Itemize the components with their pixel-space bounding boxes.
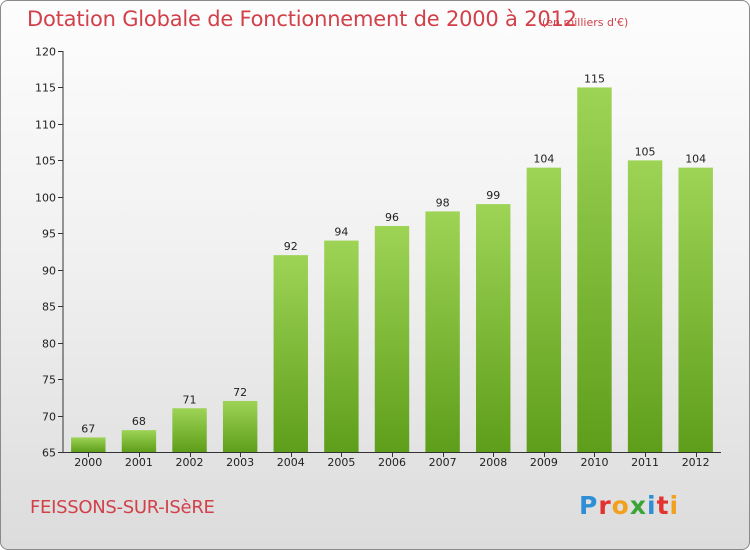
value-label-2001: 68	[132, 415, 146, 428]
y-tick-label: 80	[42, 338, 56, 351]
y-tick-label: 95	[42, 228, 56, 241]
bar-2001	[121, 430, 157, 452]
x-tick-label-2011: 2011	[631, 456, 659, 469]
y-tick-label: 100	[35, 192, 56, 205]
x-tick-label-2004: 2004	[277, 456, 305, 469]
logo-letter: P	[579, 491, 599, 520]
y-tick-label: 90	[42, 265, 56, 278]
value-label-2007: 98	[436, 196, 450, 209]
bar-2012	[678, 167, 713, 452]
y-tick-label: 70	[42, 411, 56, 424]
chart-unit: (en milliers d'€)	[542, 16, 629, 29]
value-label-2000: 67	[81, 422, 95, 435]
y-tick-label: 115	[35, 82, 56, 95]
bar-2007	[425, 211, 460, 452]
logo-letter: r	[598, 491, 612, 520]
value-label-2004: 92	[284, 240, 298, 253]
commune-name: FEISSONS-SUR-ISèRE	[30, 497, 215, 518]
y-tick-label: 75	[42, 374, 56, 387]
y-tick-label: 65	[42, 447, 56, 460]
x-tick-label-2001: 2001	[125, 456, 153, 469]
bars	[71, 87, 713, 453]
value-labels: 67 68 71 72 92 94 96 98 99 104 115 105 104	[81, 72, 706, 435]
logo-letter: t	[656, 491, 670, 520]
bar-2009	[526, 167, 562, 452]
bar-2004	[273, 255, 308, 452]
value-label-2008: 99	[486, 189, 500, 202]
x-axis: 2000 2001 2002 2003 2004 2005 2006 2007 2008 2009…	[63, 452, 721, 469]
x-tick-label-2008: 2008	[479, 456, 507, 469]
x-tick-label-2002: 2002	[176, 456, 204, 469]
value-label-2011: 105	[635, 145, 656, 158]
value-label-2010: 115	[584, 72, 605, 85]
bar-2010	[577, 87, 612, 453]
y-axis: 65 70 75 80 85 90 95 100 105 110 115 120	[35, 46, 64, 460]
y-tick-label: 85	[42, 301, 56, 314]
value-label-2003: 72	[233, 386, 247, 399]
y-tick-label: 110	[35, 119, 56, 132]
y-tick-label: 105	[35, 155, 56, 168]
x-tick-label-2010: 2010	[580, 456, 608, 469]
bar-2005	[324, 240, 359, 452]
logo-letter: o	[611, 491, 630, 520]
x-tick-label-2009: 2009	[530, 456, 558, 469]
value-label-2002: 71	[183, 393, 197, 406]
value-label-2005: 94	[334, 226, 348, 239]
value-label-2012: 104	[685, 153, 706, 166]
logo-letter: i	[647, 491, 657, 520]
bar-2011	[627, 160, 663, 452]
bar-2006	[374, 225, 410, 452]
y-tick-label: 120	[35, 46, 56, 59]
x-tick-label-2005: 2005	[327, 456, 355, 469]
logo-letter: x	[629, 491, 647, 520]
logo-letter: i	[669, 491, 680, 520]
x-tick-label-2012: 2012	[682, 456, 710, 469]
x-tick-label-2007: 2007	[429, 456, 457, 469]
x-tick-label-2006: 2006	[378, 456, 406, 469]
x-tick-label-2000: 2000	[74, 456, 102, 469]
value-label-2006: 96	[385, 211, 399, 224]
x-tick-label-2003: 2003	[226, 456, 254, 469]
bar-2003	[222, 400, 258, 452]
value-label-2009: 104	[533, 153, 554, 166]
bar-2008	[476, 204, 511, 452]
bar-2002	[172, 408, 207, 452]
proxiti-logo: Proxiti	[579, 491, 679, 520]
bar-2000	[71, 437, 106, 452]
chart-title: Dotation Globale de Fonctionnement de 20…	[27, 7, 577, 31]
